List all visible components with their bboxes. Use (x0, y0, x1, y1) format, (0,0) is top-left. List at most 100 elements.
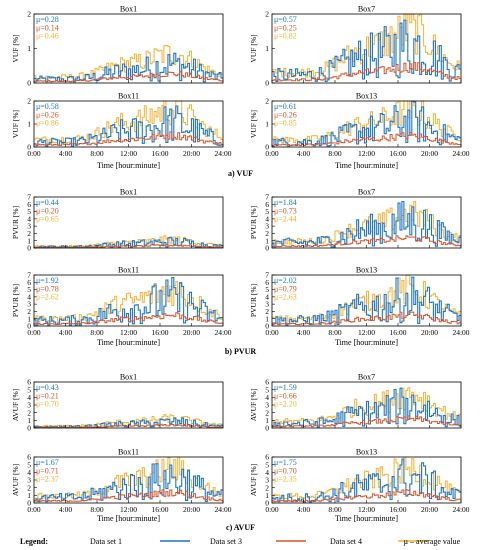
x-tick-label: 0:00 (265, 149, 279, 158)
panel-title: Box11 (118, 448, 139, 457)
mu-label-set3: μ=0.73 (274, 206, 297, 215)
y-tick-label: 5 (27, 207, 31, 216)
y-tick-label: 3 (265, 476, 269, 485)
y-axis-label: VUF [%] (11, 34, 20, 62)
y-tick-label: 0 (27, 424, 31, 433)
x-tick-label: 20:00 (183, 505, 200, 514)
y-axis-label: PVUR [%] (11, 206, 20, 239)
x-tick-label: 4:00 (59, 505, 73, 514)
panel-title: Box13 (356, 266, 377, 275)
mu-label-set3: μ=0.79 (274, 284, 297, 293)
x-tick-label: 8:00 (328, 149, 342, 158)
panel-title: Box11 (118, 266, 139, 275)
x-tick-label: 4:00 (297, 505, 311, 514)
y-tick-label: 4 (265, 214, 269, 223)
y-tick-label: 1 (265, 491, 269, 500)
y-tick-label: 4 (265, 468, 269, 477)
panel-vuf-box7: Box7 0 1 2 VUF [%] μ=0.57μ=0.25μ=0.82 (249, 5, 462, 88)
y-tick-label: 2 (265, 10, 269, 19)
x-tick-label: 16:00 (389, 149, 406, 158)
x-tick-label: 0:00 (27, 505, 41, 514)
mu-label-set4: μ=0.70 (36, 400, 59, 409)
series-line-set3 (34, 423, 223, 429)
y-tick-label: 1 (27, 236, 31, 245)
y-tick-label: 1 (265, 44, 269, 53)
mu-label-set3: μ=0.26 (274, 110, 297, 119)
y-tick-label: 4 (265, 393, 269, 402)
series-line-set3 (272, 311, 461, 326)
x-tick-label: 8:00 (328, 505, 342, 514)
y-axis-label: AVUF [%] (249, 389, 258, 422)
series-line-set3 (272, 62, 461, 82)
x-tick-label: 12:00 (120, 328, 137, 337)
legend-entry-label: Data set 1 (90, 537, 122, 546)
y-tick-label: 2 (27, 229, 31, 238)
y-tick-label: 5 (265, 285, 269, 294)
panel-title: Box11 (118, 92, 139, 101)
y-tick-label: 6 (27, 200, 31, 209)
mu-label-set3: μ=0.78 (36, 284, 59, 293)
mu-label-set1: μ=1.84 (274, 198, 297, 207)
y-tick-label: 4 (265, 292, 269, 301)
x-tick-label: 0:00 (27, 149, 41, 158)
mu-label-set3: μ=0.66 (274, 391, 297, 400)
x-tick-label: 12:00 (120, 149, 137, 158)
y-tick-label: 1 (27, 44, 31, 53)
y-tick-label: 5 (265, 460, 269, 469)
series-line-set1 (272, 100, 461, 147)
x-tick-label: 20:00 (421, 505, 438, 514)
x-tick-label: 12:00 (358, 328, 375, 337)
y-tick-label: 0 (27, 79, 31, 88)
y-tick-label: 2 (27, 307, 31, 316)
y-tick-label: 0 (265, 499, 269, 508)
x-tick-label: 16:00 (151, 149, 168, 158)
legend: Legend: Data set 1 Data set 3 Data set 4 μ –… (20, 537, 461, 546)
y-axis-label: PVUR [%] (249, 206, 258, 239)
series-line-set1 (272, 276, 461, 326)
mu-label-set1: μ=0.43 (36, 383, 59, 392)
y-axis-label: AVUF [%] (249, 464, 258, 497)
y-tick-label: 4 (27, 468, 31, 477)
y-tick-label: 2 (27, 408, 31, 417)
series-line-set1 (272, 387, 461, 428)
y-tick-label: 2 (265, 307, 269, 316)
panel-title: Box7 (358, 5, 375, 14)
series-line-set3 (272, 132, 461, 146)
x-tick-label: 4:00 (297, 149, 311, 158)
x-tick-label: 24:00 (452, 328, 469, 337)
y-tick-label: 1 (265, 120, 269, 129)
y-tick-label: 1 (265, 236, 269, 245)
mu-label-set3: μ=0.14 (36, 23, 59, 32)
y-axis-label: VUF [%] (249, 110, 258, 138)
x-tick-label: 4:00 (297, 328, 311, 337)
x-tick-label: 24:00 (452, 505, 469, 514)
x-tick-label: 16:00 (151, 328, 168, 337)
x-tick-label: 16:00 (389, 328, 406, 337)
y-tick-label: 0 (265, 244, 269, 253)
x-tick-label: 12:00 (120, 505, 137, 514)
mu-label-set4: μ=0.65 (36, 215, 59, 224)
y-tick-label: 6 (27, 453, 31, 462)
panel-title: Box7 (358, 373, 375, 382)
y-tick-label: 0 (27, 244, 31, 253)
series-line-set1 (272, 200, 461, 248)
y-tick-label: 5 (27, 460, 31, 469)
x-axis-label: Time [hour:minute] (97, 338, 160, 347)
mu-label-set4: μ=0.85 (274, 119, 297, 128)
x-axis-label: Time [hour:minute] (335, 338, 398, 347)
mu-label-set1: μ=0.58 (36, 102, 59, 111)
mu-label-set1: μ=1.92 (36, 276, 59, 285)
y-tick-label: 7 (265, 271, 269, 280)
y-tick-label: 3 (27, 401, 31, 410)
panel-title: Box7 (358, 188, 375, 197)
mu-label-set3: μ=0.21 (36, 391, 59, 400)
y-tick-label: 1 (27, 314, 31, 323)
x-tick-label: 0:00 (27, 328, 41, 337)
y-axis-label: PVUR [%] (11, 284, 20, 317)
